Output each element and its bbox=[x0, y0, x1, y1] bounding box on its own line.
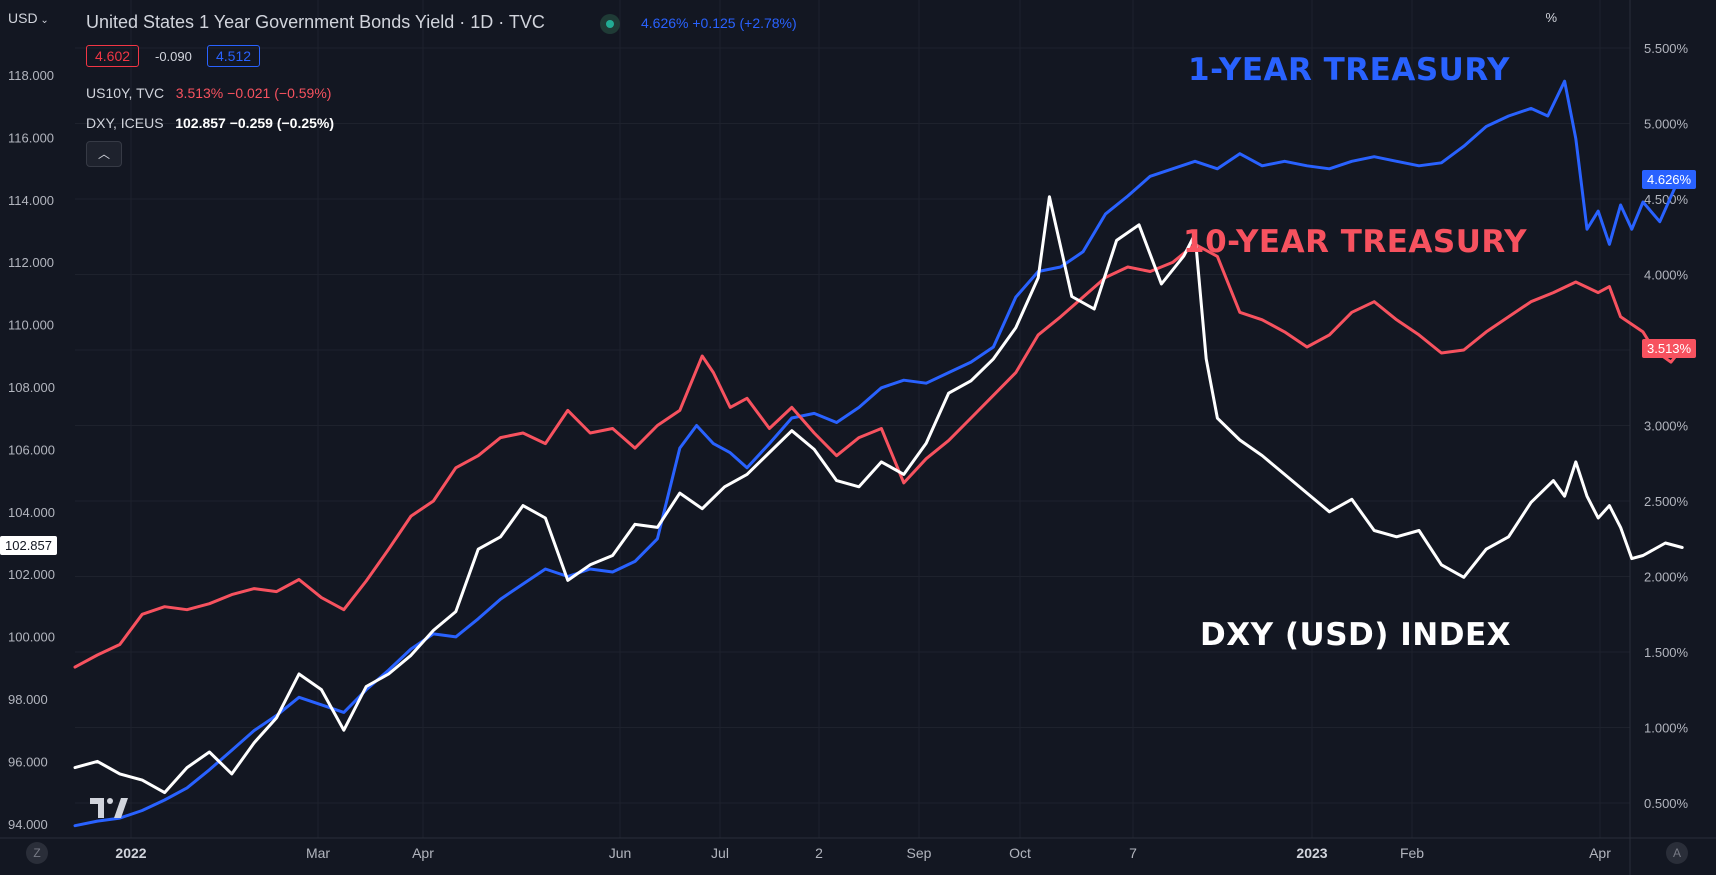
spread-value: -0.090 bbox=[155, 49, 192, 64]
right-axis-tick-label: 5.000% bbox=[1644, 117, 1689, 132]
legend-us10y[interactable]: US10Y, TVC 3.513% −0.021 (−0.59%) bbox=[86, 85, 331, 101]
auto-scale-button[interactable]: A bbox=[1666, 842, 1688, 864]
time-axis-tick-label: 2023 bbox=[1296, 845, 1327, 861]
time-axis-tick-label: Jun bbox=[609, 845, 632, 861]
right-percent-axis[interactable]: 5.500%5.000%4.500%4.000%3.500%3.000%2.50… bbox=[1644, 41, 1689, 811]
time-axis-tick-label: Feb bbox=[1400, 845, 1424, 861]
left-price-axis[interactable]: 118.000 116.000 114.000 112.000 110.000 108.0… bbox=[8, 68, 55, 832]
left-axis-tick-label: 118.000 bbox=[8, 68, 54, 83]
currency-selector[interactable]: USD ⌄ bbox=[8, 10, 49, 26]
left-axis-tick-label: 98.000 bbox=[8, 692, 48, 707]
chevron-up-icon: ︿ bbox=[97, 147, 110, 161]
bid-price-box[interactable]: 4.602 bbox=[86, 45, 140, 67]
right-axis-unit: % bbox=[1545, 10, 1557, 25]
time-axis-tick-label: 2022 bbox=[115, 845, 146, 861]
time-axis-tick-label: Jul bbox=[711, 845, 729, 861]
right-axis-tick-label: 1.500% bbox=[1644, 645, 1689, 660]
left-axis-tick-label: 116.000 bbox=[8, 130, 54, 145]
left-axis-tick-label: 110.000 bbox=[8, 318, 54, 333]
right-axis-tick-label: 2.500% bbox=[1644, 494, 1689, 509]
series-lines bbox=[73, 79, 1688, 828]
series-line-us1y[interactable] bbox=[73, 79, 1684, 828]
right-axis-tick-label: 3.000% bbox=[1644, 419, 1689, 434]
right-axis-tick-label: 0.500% bbox=[1644, 796, 1689, 811]
left-axis-tick-label: 104.000 bbox=[8, 505, 55, 520]
time-axis-tick-label: Sep bbox=[907, 845, 932, 861]
series-line-us10y[interactable] bbox=[73, 242, 1684, 669]
time-axis-tick-label: Apr bbox=[1589, 845, 1611, 861]
left-axis-tick-label: 114.000 bbox=[8, 193, 54, 208]
tradingview-logo-shape bbox=[90, 798, 128, 818]
symbol-price: 4.626% bbox=[641, 15, 689, 31]
time-axis-tick-label: Oct bbox=[1009, 845, 1031, 861]
symbol-change: +0.125 (+2.78%) bbox=[692, 15, 797, 31]
zoom-button[interactable]: Z bbox=[26, 842, 48, 864]
dxy-price-tag: 102.857 bbox=[0, 536, 57, 555]
us10y-price-tag: 3.513% bbox=[1642, 339, 1697, 358]
time-axis-tick-label: 2 bbox=[815, 845, 823, 861]
legend-dxy-name: DXY, ICEUS bbox=[86, 115, 164, 131]
collapse-legend-button[interactable]: ︿ bbox=[86, 141, 122, 167]
time-axis-tick-label: Mar bbox=[306, 845, 330, 861]
annotation-1-year: 1-YEAR TREASURY bbox=[1188, 52, 1510, 88]
right-axis-tick-label: 4.500% bbox=[1644, 192, 1689, 207]
left-axis-tick-label: 108.000 bbox=[8, 380, 55, 395]
legend-us10y-value: 3.513% −0.021 (−0.59%) bbox=[175, 85, 332, 101]
symbol-price-change: 4.626% +0.125 (+2.78%) bbox=[641, 15, 797, 31]
left-axis-tick-label: 96.000 bbox=[8, 754, 48, 769]
chevron-down-icon: ⌄ bbox=[37, 15, 49, 26]
left-axis-tick-label: 106.000 bbox=[8, 442, 55, 457]
right-axis-tick-label: 1.000% bbox=[1644, 721, 1689, 736]
left-axis-tick-label: 94.000 bbox=[8, 817, 48, 832]
annotation-10-year: 10-YEAR TREASURY bbox=[1183, 224, 1528, 260]
annotation-dxy: DXY (USD) INDEX bbox=[1200, 617, 1512, 653]
time-axis[interactable]: 2022 Mar Apr Jun Jul 2 Sep Oct 7 2023 Feb Apr bbox=[115, 845, 1611, 861]
time-axis-tick-label: 7 bbox=[1129, 845, 1137, 861]
right-axis-tick-label: 5.500% bbox=[1644, 41, 1689, 56]
tradingview-logo-icon[interactable] bbox=[90, 796, 128, 825]
right-axis-tick-label: 4.000% bbox=[1644, 268, 1689, 283]
left-axis-tick-label: 112.000 bbox=[8, 255, 54, 270]
time-axis-tick-label: Apr bbox=[412, 845, 434, 861]
left-axis-tick-label: 102.000 bbox=[8, 567, 55, 582]
symbol-title[interactable]: United States 1 Year Government Bonds Yi… bbox=[86, 12, 545, 32]
legend-dxy-value: 102.857 −0.259 (−0.25%) bbox=[175, 115, 335, 131]
market-status-icon[interactable] bbox=[600, 14, 620, 34]
legend-us10y-name: US10Y, TVC bbox=[86, 85, 165, 101]
right-axis-tick-label: 2.000% bbox=[1644, 570, 1689, 585]
ask-price-box[interactable]: 4.512 bbox=[207, 45, 261, 67]
currency-label: USD bbox=[8, 10, 38, 26]
us1y-price-tag: 4.626% bbox=[1642, 170, 1697, 189]
left-axis-tick-label: 100.000 bbox=[8, 630, 55, 645]
legend-dxy[interactable]: DXY, ICEUS 102.857 −0.259 (−0.25%) bbox=[86, 115, 334, 131]
